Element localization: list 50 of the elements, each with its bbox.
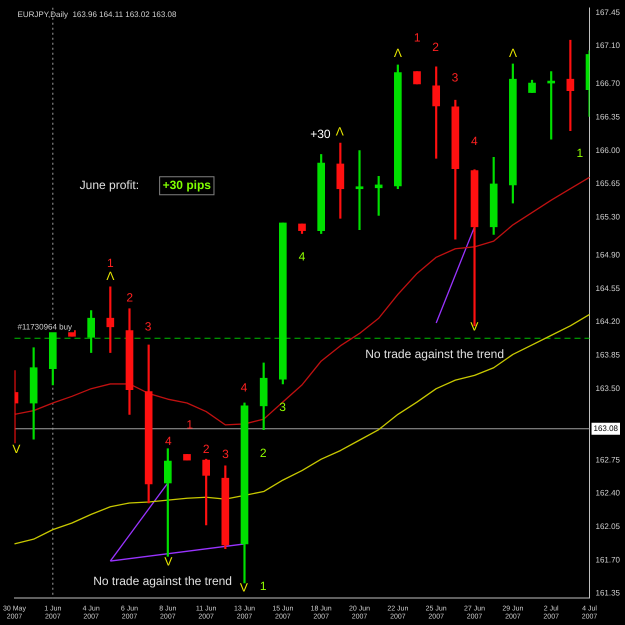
y-tick-label: 165.65 xyxy=(596,179,621,188)
annotation: 3 xyxy=(452,70,459,84)
y-tick-label: 167.10 xyxy=(596,41,621,50)
y-tick-label: 164.90 xyxy=(596,250,621,260)
annotation: 1 xyxy=(414,30,421,44)
ref-line-label: 163.08 xyxy=(594,424,619,433)
annotation: 4 xyxy=(470,134,478,148)
y-tick-label: 161.70 xyxy=(596,555,621,564)
y-tick-label: 165.30 xyxy=(596,212,621,222)
annotation: June profit: xyxy=(80,178,140,192)
y-tick-label: 166.00 xyxy=(596,146,621,155)
annotation: 3 xyxy=(144,320,152,334)
annotation: 4 xyxy=(298,249,306,264)
y-tick-label: 164.20 xyxy=(596,317,621,326)
annotation: Λ xyxy=(106,268,114,283)
y-tick-label: 163.85 xyxy=(596,350,621,360)
y-tick-label: 162.40 xyxy=(596,488,621,498)
annotation: 3 xyxy=(279,400,286,414)
y-tick-label: 162.05 xyxy=(596,522,621,531)
annotation: Λ xyxy=(336,124,344,138)
annotation: V xyxy=(12,442,20,456)
annotation: V xyxy=(164,554,172,568)
annotation: 1 xyxy=(106,256,114,270)
annotation: No trade against the trend xyxy=(365,347,504,362)
annotation: +30 pips xyxy=(162,178,212,192)
y-tick-label: 166.35 xyxy=(596,112,621,122)
annotation: 2 xyxy=(260,446,267,460)
annotation: V xyxy=(240,580,248,595)
annotation: Λ xyxy=(509,46,518,60)
annotation: +30 xyxy=(310,127,331,142)
annotation: No trade against the trend xyxy=(93,574,232,588)
ref-line-label: #11730964 buy xyxy=(17,322,72,332)
annotation: Λ xyxy=(394,46,402,60)
y-tick-label: 164.55 xyxy=(596,284,621,293)
annotation: V xyxy=(470,320,478,334)
annotation: 2 xyxy=(432,40,440,54)
annotation: 3 xyxy=(222,446,230,461)
annotation: 2 xyxy=(202,442,210,456)
annotation: 2 xyxy=(126,290,134,304)
annotation: 1 xyxy=(260,578,267,593)
y-tick-label: 162.75 xyxy=(596,455,621,464)
y-tick-label: 167.45 xyxy=(596,8,621,17)
y-tick-label: 166.70 xyxy=(596,79,621,88)
annotation: 4 xyxy=(240,380,248,394)
chart-title: EURJPY,Daily 163.96 164.11 163.02 163.08 xyxy=(17,10,177,20)
annotation: 4 xyxy=(165,434,172,448)
y-tick-label: 161.35 xyxy=(596,588,621,598)
y-tick-label: 163.50 xyxy=(596,384,621,393)
annotation: 1 xyxy=(186,418,194,432)
annotation: 1 xyxy=(576,146,584,160)
